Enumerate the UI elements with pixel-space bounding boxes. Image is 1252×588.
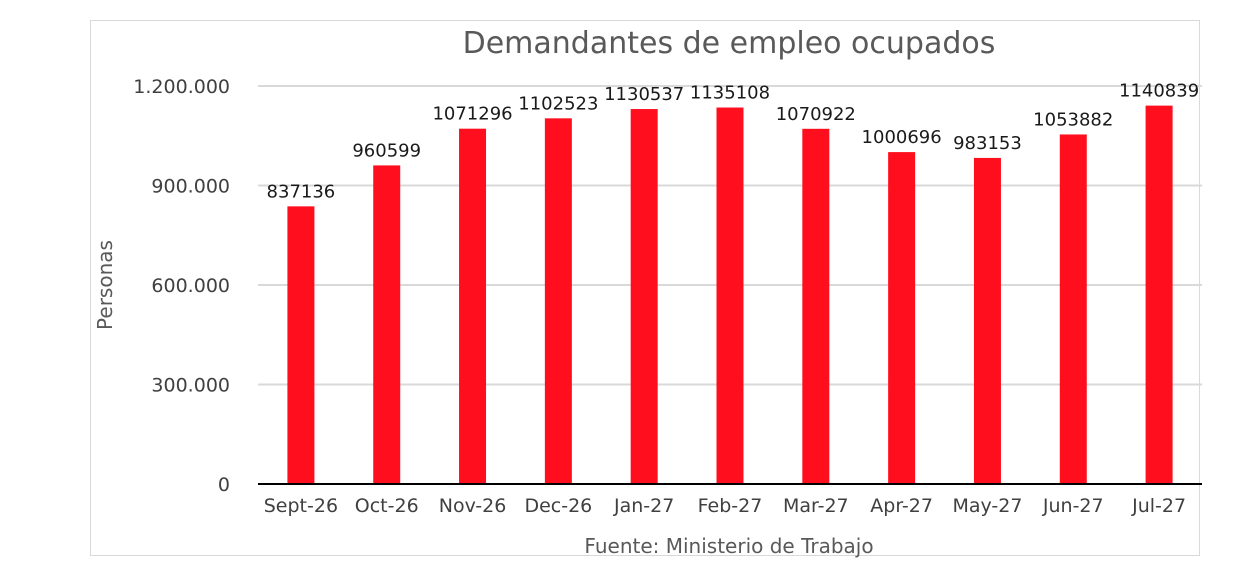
bar [459, 128, 487, 484]
x-tick-label: Apr-27 [870, 495, 933, 517]
y-tick-label: 0 [218, 474, 230, 496]
data-label: 1070922 [776, 104, 856, 125]
x-tick-label: Nov-26 [439, 495, 507, 517]
data-label: 1000696 [862, 127, 942, 148]
bar [1059, 134, 1087, 484]
y-tick-label: 1.200.000 [133, 76, 230, 98]
y-axis-ticks: 0 300.000 600.000 900.000 1.200.000 [133, 76, 230, 496]
bar [888, 152, 916, 485]
y-tick-label: 900.000 [151, 176, 230, 198]
chart-title: Demandantes de empleo ocupados [463, 26, 996, 61]
data-label: 1135108 [690, 83, 770, 104]
x-tick-label: Dec-26 [524, 495, 592, 517]
x-tick-label: Mar-27 [783, 495, 849, 517]
bar [630, 109, 658, 484]
x-tick-label: Jul-27 [1131, 495, 1186, 517]
data-label: 983153 [953, 133, 1022, 154]
data-label: 837136 [267, 181, 336, 202]
data-labels: 837136 960599 1071296 1102523 1130537 1135108… [267, 81, 1200, 203]
bar [716, 107, 744, 484]
data-label: 1102523 [518, 93, 598, 114]
bar [373, 165, 401, 484]
x-tick-label: Jun-27 [1042, 495, 1104, 517]
bars [287, 105, 1173, 485]
x-tick-label: Feb-27 [698, 495, 763, 517]
x-tick-label: Oct-26 [355, 495, 419, 517]
data-label: 960599 [352, 140, 421, 161]
y-axis-label: Personas [93, 240, 117, 330]
bar [1145, 105, 1173, 484]
x-tick-label: Jan-27 [613, 495, 674, 517]
y-tick-label: 600.000 [151, 275, 230, 297]
data-label: 1140839 [1119, 81, 1199, 102]
bar [973, 157, 1001, 484]
bar [287, 206, 315, 484]
y-tick-label: 300.000 [151, 375, 230, 397]
x-axis-ticks: Sept-26 Oct-26 Nov-26 Dec-26 Jan-27 Feb-27 Mar… [264, 495, 1186, 517]
x-tick-label: Sept-26 [264, 495, 338, 517]
x-tick-label: May-27 [952, 495, 1022, 517]
data-label: 1053882 [1033, 109, 1113, 130]
bar [802, 128, 830, 485]
x-axis-label: Fuente: Ministerio de Trabajo [584, 534, 873, 558]
data-label: 1071296 [432, 104, 512, 125]
bar [544, 118, 572, 485]
data-label: 1130537 [604, 84, 684, 105]
